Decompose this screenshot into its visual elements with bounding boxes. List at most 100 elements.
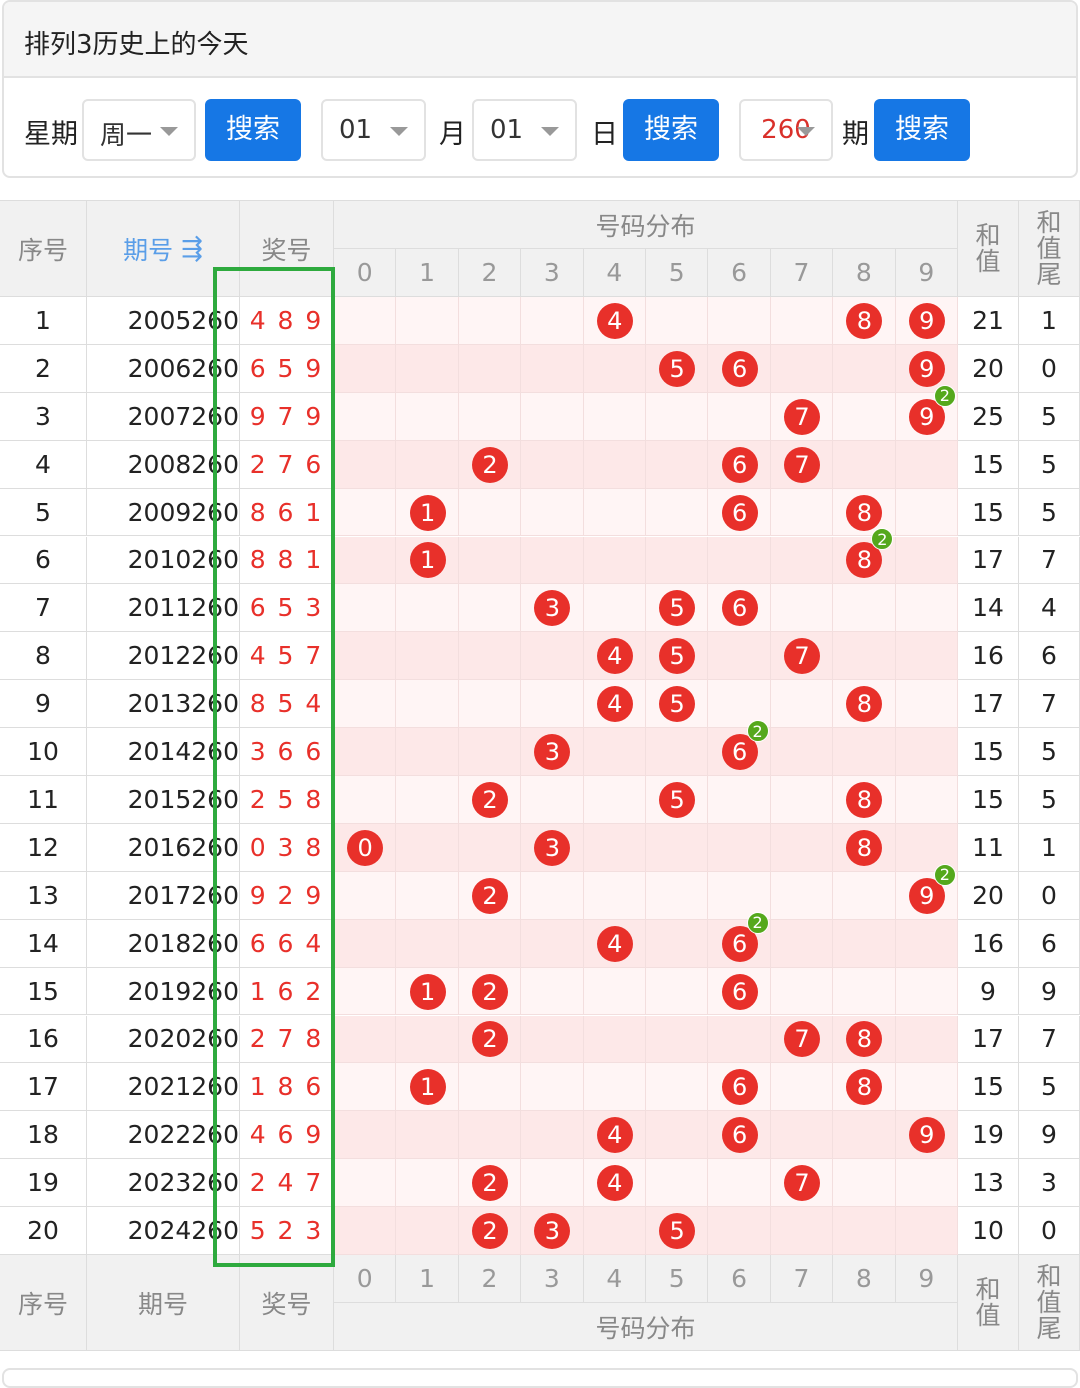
- number-ball: 8: [846, 1021, 883, 1058]
- number-ball: 5: [659, 686, 696, 723]
- digit-header: 5: [646, 1255, 709, 1303]
- number-ball: 9: [908, 1117, 945, 1154]
- distribution-cell: [334, 632, 397, 681]
- distribution-cell: [708, 1015, 771, 1064]
- digit-header: 3: [521, 1255, 584, 1303]
- period-cell: 2021260: [87, 1063, 240, 1112]
- tail-cell: 5: [1019, 488, 1080, 537]
- seq-cell: 6: [0, 536, 87, 585]
- number-ball: 5: [659, 781, 696, 818]
- distribution-cell: [334, 488, 397, 537]
- seq-cell: 2: [0, 344, 87, 393]
- tail-cell: 1: [1019, 823, 1080, 872]
- distribution-cell: [770, 536, 834, 585]
- distribution-cell: [396, 728, 459, 776]
- sum-header: 和值: [958, 1255, 1019, 1351]
- number-ball: 1: [409, 973, 446, 1010]
- distribution-cell: [770, 728, 834, 776]
- distribution-cell: [521, 919, 584, 968]
- distribution-cell: [521, 632, 584, 681]
- distribution-cell: [583, 1015, 646, 1064]
- distribution-cell: [770, 823, 834, 872]
- tail-cell: 7: [1019, 1015, 1080, 1064]
- seq-cell: 12: [0, 823, 87, 872]
- search-button[interactable]: 搜索: [874, 99, 970, 161]
- period-cell: 2011260: [87, 584, 240, 633]
- distribution-cell: [646, 392, 709, 441]
- period-cell: 2012260: [87, 632, 240, 681]
- tail-cell: 6: [1019, 919, 1080, 968]
- distribution-cell: [583, 1063, 646, 1112]
- sum-cell: 16: [958, 632, 1019, 681]
- digit-header: 9: [895, 1255, 958, 1303]
- number-ball: 2: [472, 877, 508, 914]
- number-ball: 6: [721, 973, 758, 1010]
- tail-cell: 5: [1019, 728, 1080, 776]
- tail-cell: 0: [1019, 1207, 1080, 1255]
- number-ball: 9: [908, 302, 945, 339]
- number-cell: 2 5 8: [240, 776, 334, 824]
- digit-header: 2: [458, 249, 522, 297]
- distribution-cell: [895, 1207, 958, 1255]
- distribution-cell: [833, 967, 896, 1016]
- search-button[interactable]: 搜索: [623, 99, 719, 161]
- distribution-cell: [458, 680, 522, 729]
- period-cell: 2006260: [87, 344, 240, 393]
- distribution-cell: [521, 297, 584, 345]
- number-ball: 3: [534, 829, 571, 866]
- number-ball: 2: [472, 781, 508, 818]
- page-title: 排列3历史上的今天: [4, 2, 1076, 78]
- distribution-header: 号码分布: [334, 201, 958, 249]
- day-label: 日: [591, 119, 618, 150]
- week-select[interactable]: 周一: [82, 99, 196, 161]
- distribution-cell: [708, 1207, 771, 1255]
- distribution-cell: [770, 344, 834, 393]
- tail-cell: 7: [1019, 680, 1080, 729]
- day-select[interactable]: 01: [472, 99, 577, 161]
- issue-input[interactable]: 260: [739, 99, 833, 161]
- tail-cell: 5: [1019, 440, 1080, 489]
- distribution-cell: [646, 1159, 709, 1208]
- number-cell: 0 3 8: [240, 823, 334, 872]
- distribution-cell: [895, 919, 958, 968]
- number-header: 奖号: [240, 1255, 334, 1351]
- period-header[interactable]: 期号 ⇶: [87, 201, 240, 297]
- distribution-cell: [583, 488, 646, 537]
- sum-header-text: 和值: [975, 220, 1001, 276]
- period-header: 期号: [87, 1255, 240, 1351]
- distribution-cell: [396, 1159, 459, 1208]
- period-cell: 2016260: [87, 823, 240, 872]
- number-ball: 8: [846, 302, 883, 339]
- number-cell: 8 5 4: [240, 680, 334, 729]
- search-button[interactable]: 搜索: [205, 99, 301, 161]
- number-ball: 7: [784, 398, 820, 435]
- sum-cell: 15: [958, 440, 1019, 489]
- distribution-cell: [396, 776, 459, 824]
- tail-cell: 1: [1019, 297, 1080, 345]
- number-ball: 3: [534, 590, 571, 627]
- distribution-header: 号码分布: [334, 1303, 958, 1351]
- number-ball: 7: [784, 638, 820, 675]
- distribution-cell: [458, 1063, 522, 1112]
- tail-header: 和值尾: [1019, 201, 1080, 297]
- sum-cell: 15: [958, 728, 1019, 776]
- digit-header: 3: [521, 249, 584, 297]
- number-ball: 8: [846, 829, 883, 866]
- month-select[interactable]: 01: [321, 99, 426, 161]
- distribution-cell: [770, 919, 834, 968]
- distribution-cell: [458, 632, 522, 681]
- distribution-cell: [583, 392, 646, 441]
- distribution-cell: [770, 488, 834, 537]
- sum-cell: 17: [958, 536, 1019, 585]
- distribution-cell: [396, 1111, 459, 1160]
- number-header: 奖号: [240, 201, 334, 297]
- distribution-cell: [895, 536, 958, 585]
- digit-header: 1: [396, 1255, 459, 1303]
- distribution-cell: [770, 776, 834, 824]
- sum-cell: 19: [958, 1111, 1019, 1160]
- distribution-cell: [833, 919, 896, 968]
- tail-cell: 7: [1019, 536, 1080, 585]
- number-ball: 6: [721, 590, 758, 627]
- number-ball: 2: [472, 1021, 508, 1058]
- distribution-cell: [458, 728, 522, 776]
